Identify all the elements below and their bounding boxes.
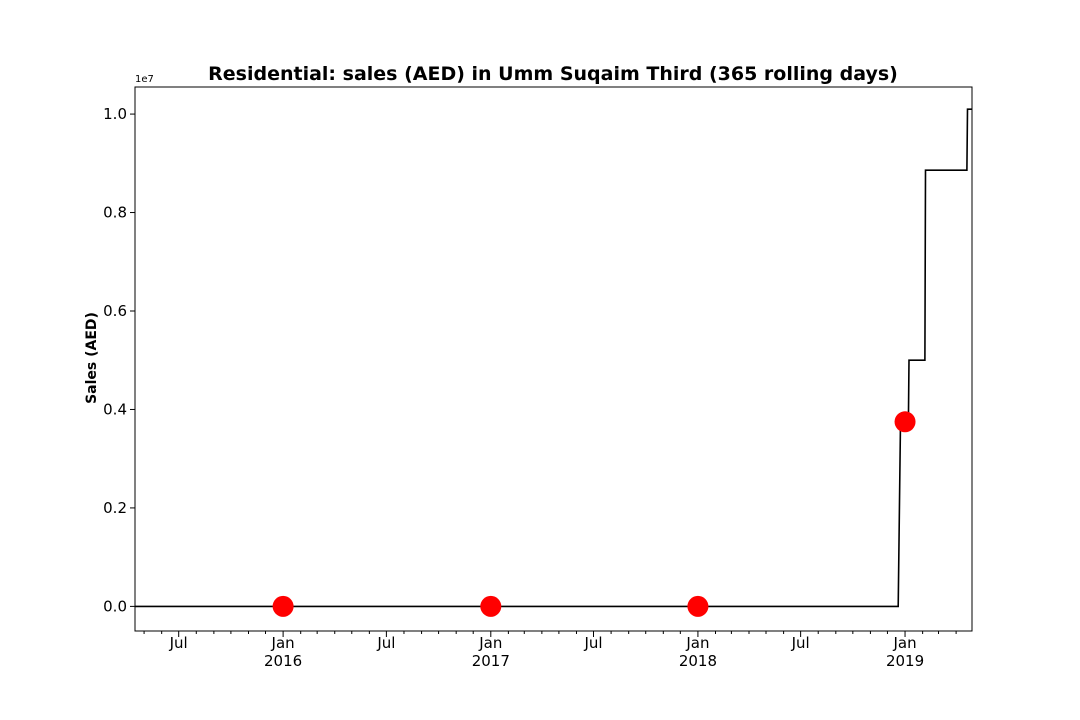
y-tick-label: 0.6 — [103, 302, 127, 320]
y-axis-offset-label: 1e7 — [135, 74, 154, 85]
x-tick-year-label: 2019 — [886, 652, 924, 670]
chart-title: Residential: sales (AED) in Umm Suqaim T… — [208, 63, 898, 85]
x-tick-label: Jan — [685, 634, 709, 652]
series-line — [135, 108, 972, 608]
data-marker — [687, 595, 709, 617]
x-tick-year-label: 2018 — [679, 652, 717, 670]
y-tick-label: 0.2 — [103, 499, 127, 517]
x-tick-label: Jan — [892, 634, 916, 652]
x-tick-label: Jul — [583, 634, 602, 652]
x-tick-label: Jul — [791, 634, 810, 652]
y-tick-label: 0.4 — [103, 400, 127, 418]
x-tick-year-label: 2016 — [264, 652, 302, 670]
y-tick-label: 0.8 — [103, 204, 127, 222]
x-tick-year-label: 2017 — [472, 652, 510, 670]
y-axis-label: Sales (AED) — [84, 312, 100, 404]
y-tick-label: 1.0 — [103, 105, 127, 123]
x-tick-label: Jan — [271, 634, 295, 652]
data-marker — [894, 411, 916, 433]
x-tick-label: Jul — [376, 634, 395, 652]
axes-frame — [134, 86, 973, 632]
y-tick-label: 0.0 — [103, 597, 127, 615]
data-marker — [272, 595, 294, 617]
x-tick-label: Jan — [478, 634, 502, 652]
data-marker — [480, 595, 502, 617]
x-tick-label: Jul — [169, 634, 188, 652]
